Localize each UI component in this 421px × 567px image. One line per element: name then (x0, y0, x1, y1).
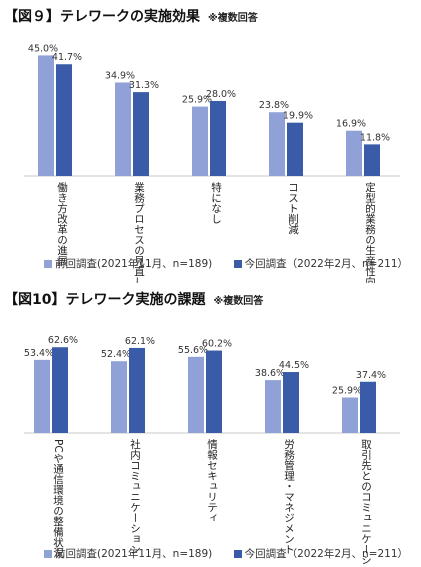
category-label: 業務プロセスの見直し (133, 181, 145, 283)
data-label: 23.8% (259, 100, 289, 111)
bar-curr (283, 372, 299, 433)
legend-item-curr: 今回調査（2022年2月、n=211） (233, 256, 409, 271)
data-label: 62.1% (125, 336, 155, 347)
data-label: 25.9% (332, 386, 362, 397)
data-label: 41.7% (52, 52, 82, 63)
bar-prev (265, 380, 281, 433)
chart-title-text: 【図10】テレワーク実施の課題 (4, 292, 206, 308)
category-label: 特になし (210, 182, 222, 224)
data-label: 11.8% (360, 132, 390, 143)
bar-prev (269, 112, 285, 176)
data-label: 25.9% (182, 95, 212, 106)
bar-prev (38, 55, 54, 176)
bar-prev (188, 356, 204, 433)
data-label: 52.4% (101, 349, 131, 360)
chart-title: 【図９】テレワークの実施効果 ※複数回答 (4, 6, 258, 26)
data-label: 19.9% (283, 111, 313, 122)
bar-chart-effects: 45.0%41.7% 働き方改革の進展 34.9%31.3% 業務プロセスの見直し 25… (24, 43, 400, 283)
chart-panel-challenges: 【図10】テレワーク実施の課題 ※複数回答 53.4% 62.6% PCや通信環境の整… (0, 283, 421, 567)
bar-curr (129, 347, 145, 433)
category-label: 情報セキュリティ (206, 438, 218, 523)
chart-title-text: 【図９】テレワークの実施効果 (4, 9, 200, 25)
chart-legend: 前回調査(2021年11月、n=189) 今回調査（2022年2月、n=211） (44, 546, 421, 561)
bar-chart-challenges: 53.4% 62.6% PCや通信環境の整備状況 52.4% 62.1% 社内コミュニケー… (24, 335, 400, 567)
legend-label-curr: 今回調査（2022年2月、n=211） (244, 258, 409, 270)
bar-prev (111, 361, 127, 433)
chart-note: ※複数回答 (213, 296, 264, 307)
data-label: 38.6% (255, 368, 285, 379)
category-label: PCや通信環境の整備状況 (52, 439, 64, 558)
legend-item-curr: 今回調査（2022年2月、n=211） (233, 546, 409, 561)
category-label: コスト削減 (287, 182, 299, 235)
data-label: 62.6% (48, 335, 78, 346)
legend-item-prev: 前回調査(2021年11月、n=189) (44, 256, 212, 271)
legend-swatch-curr (233, 260, 242, 268)
bar-prev (346, 130, 362, 176)
bar-prev (192, 106, 208, 176)
bar-curr (360, 381, 376, 433)
data-label: 45.0% (28, 43, 58, 54)
legend-item-prev: 前回調査(2021年11月、n=189) (44, 546, 212, 561)
category-label: 取引先とのコミュニケーション (360, 439, 372, 567)
category-label: 労務管理・マネジメント (283, 438, 295, 554)
bar-curr (210, 100, 226, 176)
data-label: 37.4% (356, 370, 386, 381)
data-label: 28.0% (206, 89, 236, 100)
legend-label-curr: 今回調査（2022年2月、n=211） (244, 548, 409, 560)
bar-curr (287, 122, 303, 176)
bar-prev (342, 397, 358, 433)
category-label: 社内コミュニケーション (129, 438, 141, 554)
bar-curr (133, 92, 149, 176)
data-label: 55.6% (178, 345, 208, 356)
data-label: 31.3% (129, 80, 159, 91)
chart-legend: 前回調査(2021年11月、n=189) 今回調査（2022年2月、n=211） (44, 256, 421, 271)
legend-swatch-curr (233, 550, 242, 558)
category-label: 働き方改革の進展 (56, 181, 68, 267)
data-label: 16.9% (336, 119, 366, 130)
chart-title: 【図10】テレワーク実施の課題 ※複数回答 (4, 289, 263, 309)
data-label: 53.4% (24, 348, 54, 359)
data-label: 60.2% (202, 339, 232, 350)
data-label: 44.5% (279, 360, 309, 371)
bar-prev (34, 359, 50, 433)
legend-label-prev: 前回調査(2021年11月、n=189) (55, 548, 213, 560)
bar-curr (364, 144, 380, 176)
chart-note: ※複数回答 (208, 13, 258, 24)
chart-panel-effects: 【図９】テレワークの実施効果 ※複数回答 45.0% 41.7% 働き方改革の進展 34… (0, 0, 421, 283)
category-label: 定型的業務の生産性向上 (364, 181, 376, 283)
bar-curr (206, 350, 222, 433)
legend-label-prev: 前回調査(2021年11月、n=189) (55, 258, 213, 270)
bar-prev (115, 82, 131, 176)
legend-swatch-prev (44, 550, 52, 558)
legend-swatch-prev (44, 260, 52, 268)
data-label: 34.9% (105, 70, 135, 81)
bar-curr (52, 347, 68, 433)
bar-curr (56, 64, 72, 176)
